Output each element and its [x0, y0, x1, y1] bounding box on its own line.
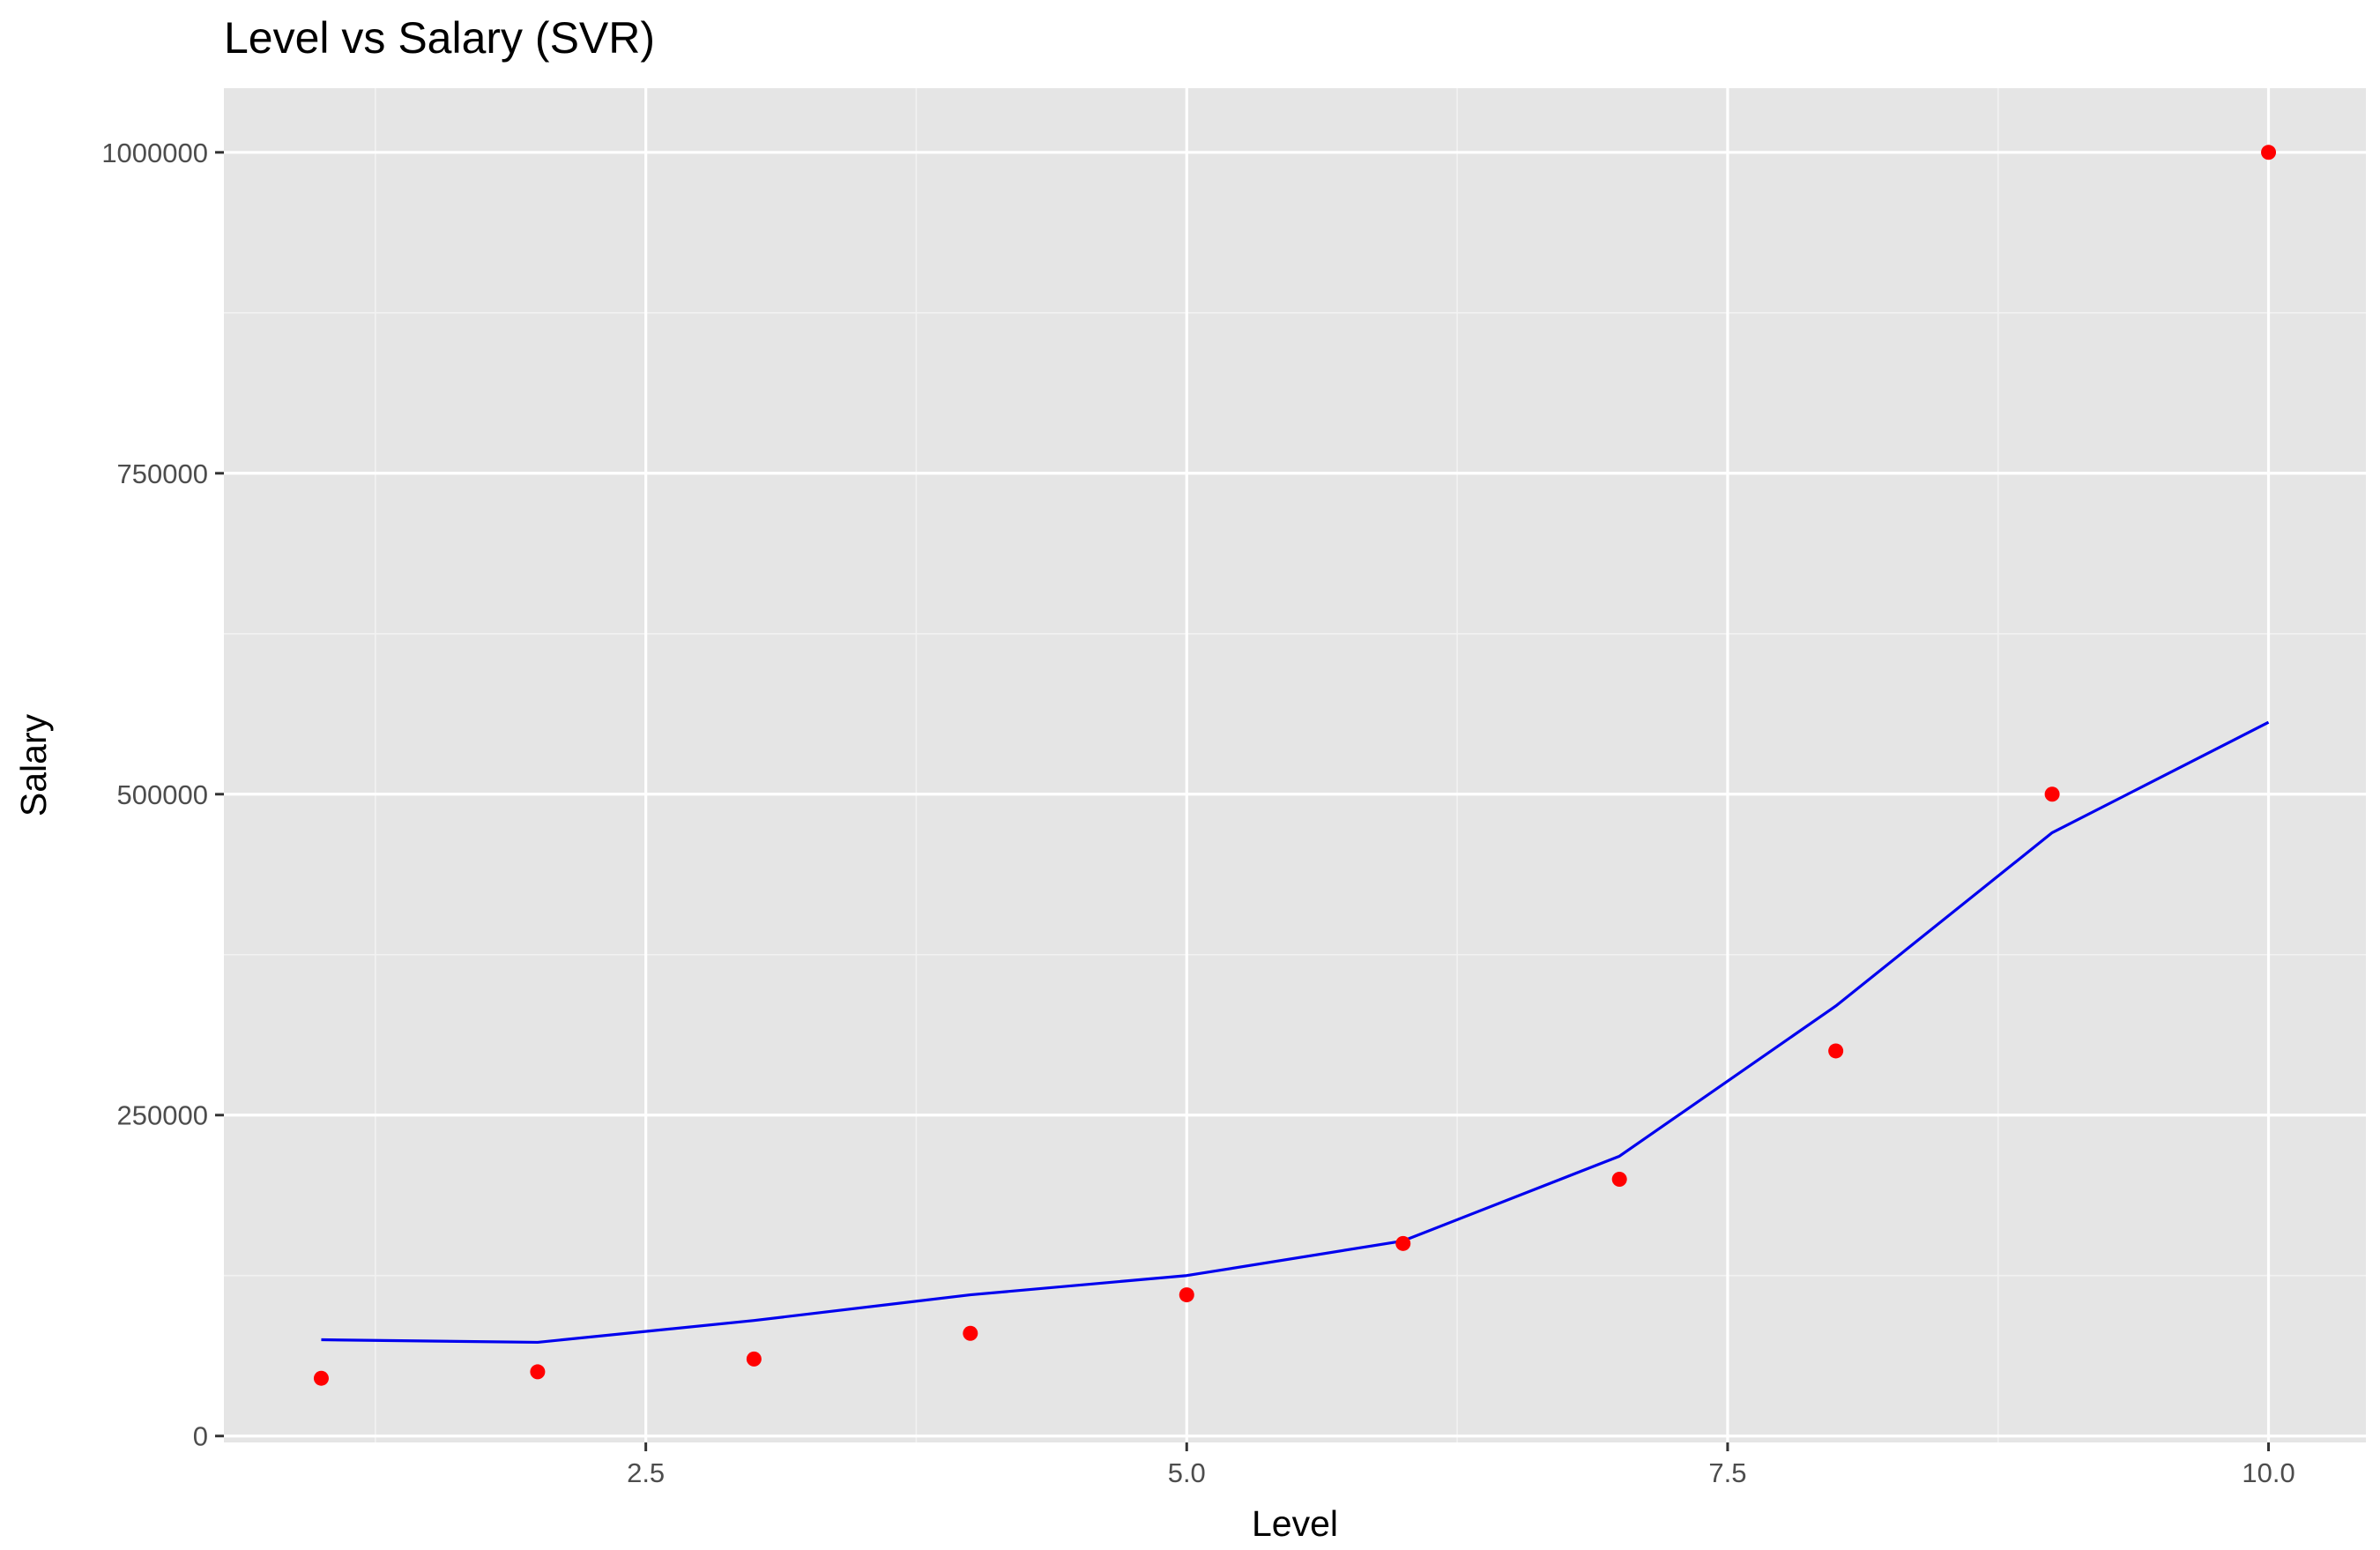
axis-ticks	[215, 151, 2271, 1451]
x-tick-label: 5.0	[1168, 1457, 1206, 1488]
x-tick-label: 10.0	[2242, 1457, 2294, 1488]
x-tick-label: 7.5	[1708, 1457, 1746, 1488]
data-point	[2261, 145, 2277, 160]
data-point	[2044, 786, 2060, 802]
data-point	[1611, 1172, 1627, 1188]
data-point	[1395, 1235, 1411, 1251]
grid-minor	[224, 88, 2366, 1442]
y-tick-label: 750000	[117, 458, 208, 489]
tick-labels: 2.5 5.0 7.5 10.0 0 250000 500000 750000 1000000	[101, 138, 2294, 1488]
fit-line	[321, 720, 2270, 1345]
y-tick-label: 1000000	[101, 138, 208, 168]
y-tick-label: 500000	[117, 779, 208, 810]
data-point	[530, 1364, 546, 1380]
y-tick-label: 250000	[117, 1100, 208, 1131]
y-axis-label: Salary	[13, 713, 54, 816]
chart-title: Level vs Salary (SVR)	[224, 13, 655, 63]
chart-marks	[313, 145, 2277, 1386]
grid-major	[224, 88, 2366, 1442]
data-point	[1828, 1043, 1844, 1059]
x-axis-label: Level	[1252, 1503, 1338, 1544]
data-point	[746, 1351, 762, 1367]
data-point	[1179, 1287, 1194, 1303]
data-point	[963, 1325, 978, 1341]
data-point	[313, 1370, 329, 1386]
plot-panel	[224, 88, 2366, 1442]
y-tick-label: 0	[193, 1421, 208, 1452]
x-tick-label: 2.5	[627, 1457, 665, 1488]
